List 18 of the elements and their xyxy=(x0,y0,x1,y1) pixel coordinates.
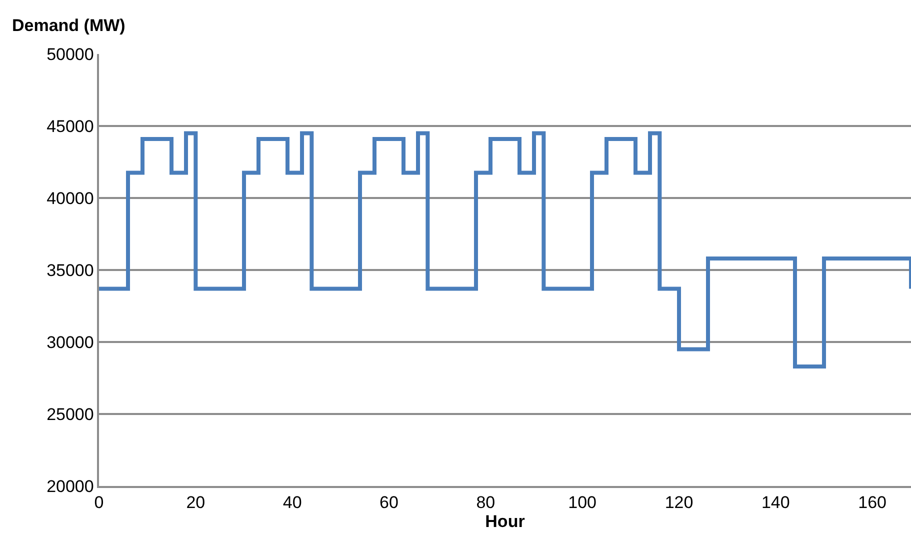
y-tick-label: 40000 xyxy=(46,188,94,208)
x-tick-label: 0 xyxy=(94,493,104,512)
x-tick-label: 140 xyxy=(761,493,790,512)
x-tick-label: 120 xyxy=(664,493,694,512)
x-tick-label: 20 xyxy=(186,493,206,512)
y-tick-label: 35000 xyxy=(46,260,94,280)
y-tick-label: 20000 xyxy=(46,476,94,496)
x-tick-label: 60 xyxy=(380,493,398,512)
x-axis-title: Hour xyxy=(485,512,526,532)
x-tick-label: 160 xyxy=(858,493,887,512)
y-tick-label: 25000 xyxy=(46,404,94,424)
y-tick-label: 45000 xyxy=(46,116,94,136)
y-tick-label: 30000 xyxy=(46,332,94,352)
x-tick-label: 40 xyxy=(282,493,302,512)
x-tick-label: 80 xyxy=(476,493,496,512)
y-tick-label: 50000 xyxy=(46,44,94,64)
y-axis-title: Demand (MW) xyxy=(12,16,126,35)
x-tick-label: 100 xyxy=(568,493,597,512)
